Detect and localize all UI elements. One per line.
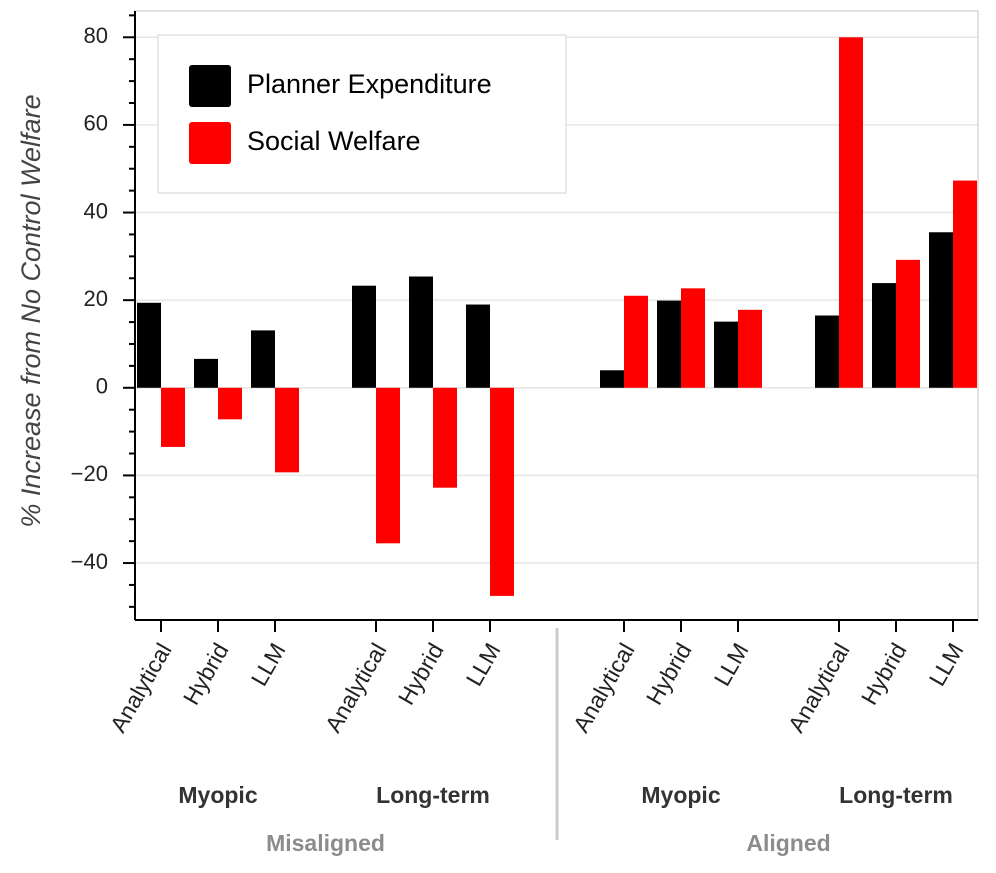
x-tick-label: LLM	[461, 639, 506, 691]
bar-planner-expenditure-misaligned-myopic-llm	[251, 330, 275, 388]
x-tick-label: LLM	[709, 639, 754, 691]
bar-planner-expenditure-misaligned-long-term-analytical	[352, 285, 376, 388]
legend-label-planner-expenditure: Planner Expenditure	[247, 69, 492, 99]
bar-social-welfare-aligned-long-term-analytical	[839, 37, 863, 388]
y-tick-label: −20	[71, 461, 108, 486]
x-tick-label: Hybrid	[393, 639, 449, 710]
horizon-label: Myopic	[641, 782, 720, 808]
alignment-label: Aligned	[746, 830, 830, 856]
horizon-label: Long-term	[376, 782, 490, 808]
y-tick-label: 80	[84, 23, 108, 48]
bar-planner-expenditure-aligned-myopic-analytical	[600, 370, 624, 388]
bar-social-welfare-misaligned-long-term-hybrid	[433, 387, 457, 488]
x-tick-label: Hybrid	[641, 639, 697, 710]
horizon-label: Myopic	[178, 782, 257, 808]
bar-social-welfare-misaligned-long-term-analytical	[376, 387, 400, 544]
bar-planner-expenditure-misaligned-myopic-analytical	[137, 302, 161, 388]
legend: Planner Expenditure Social Welfare	[157, 34, 567, 194]
bars	[137, 37, 977, 596]
bar-planner-expenditure-aligned-long-term-analytical	[815, 315, 839, 388]
x-tick-label: Hybrid	[856, 639, 912, 710]
x-tick-label: Analytical	[783, 639, 855, 737]
bar-social-welfare-aligned-long-term-llm	[953, 180, 977, 388]
y-tick-label: 0	[96, 374, 108, 399]
y-tick-label: 40	[84, 198, 108, 223]
bar-social-welfare-misaligned-myopic-analytical	[161, 387, 185, 447]
legend-swatch-social-welfare	[189, 122, 231, 164]
bar-social-welfare-misaligned-myopic-hybrid	[218, 387, 242, 420]
x-tick-label: LLM	[246, 639, 291, 691]
bar-planner-expenditure-aligned-myopic-hybrid	[657, 300, 681, 388]
axes: −40 −20 0 20 40 60 80	[71, 11, 978, 632]
bar-social-welfare-aligned-long-term-hybrid	[896, 259, 920, 388]
bar-social-welfare-misaligned-long-term-llm	[490, 387, 514, 596]
y-tick-label: 60	[84, 111, 108, 136]
bar-social-welfare-aligned-myopic-hybrid	[681, 288, 705, 388]
y-axis-label: % Increase from No Control Welfare	[16, 94, 46, 527]
bar-planner-expenditure-misaligned-long-term-hybrid	[409, 276, 433, 388]
bar-planner-expenditure-misaligned-long-term-llm	[466, 304, 490, 388]
legend-swatch-planner-expenditure	[189, 65, 231, 107]
bar-planner-expenditure-aligned-long-term-llm	[929, 232, 953, 388]
y-tick-label: 20	[84, 286, 108, 311]
x-tick-label: Hybrid	[178, 639, 234, 710]
x-tick-label: Analytical	[568, 639, 640, 737]
bar-social-welfare-aligned-myopic-llm	[738, 309, 762, 388]
x-tick-label: Analytical	[320, 639, 392, 737]
horizon-label: Long-term	[839, 782, 953, 808]
alignment-label: Misaligned	[266, 830, 385, 856]
x-tick-label: Analytical	[105, 639, 177, 737]
bar-social-welfare-misaligned-myopic-llm	[275, 387, 299, 473]
bar-social-welfare-aligned-myopic-analytical	[624, 295, 648, 388]
legend-label-social-welfare: Social Welfare	[247, 126, 421, 156]
y-tick-label: −40	[71, 549, 108, 574]
legend-frame	[157, 34, 567, 194]
x-tick-label: LLM	[924, 639, 969, 691]
bar-planner-expenditure-misaligned-myopic-hybrid	[194, 358, 218, 388]
bar-planner-expenditure-aligned-myopic-llm	[714, 321, 738, 388]
bar-planner-expenditure-aligned-long-term-hybrid	[872, 283, 896, 388]
